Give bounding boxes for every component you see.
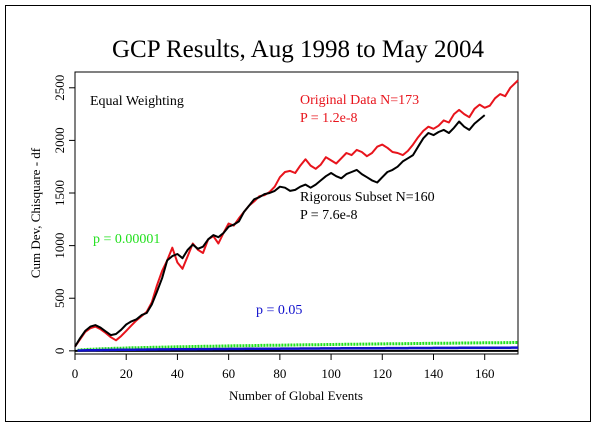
p-high-label: p = 0.00001: [93, 232, 160, 247]
plot-frame: [74, 71, 519, 355]
x-tick-label: 140: [424, 366, 444, 381]
y-tick-label: 0: [52, 348, 67, 355]
p-low-label: p = 0.05: [256, 303, 302, 318]
x-tick-label: 120: [373, 366, 393, 381]
series-subset-line: [74, 114, 486, 348]
probability-envelopes: [77, 341, 518, 352]
y-tick-label: 1500: [52, 180, 67, 206]
x-tick-label: 100: [321, 366, 341, 381]
figure-border: [5, 5, 591, 422]
equal-weighting-note: Equal Weighting: [90, 94, 184, 109]
y-axis-ticks: 0 500 1000 1500 2000 2500: [52, 75, 75, 354]
envelope-p-high: [77, 341, 518, 352]
x-tick-label: 80: [273, 366, 286, 381]
subset-label: Rigorous Subset N=160: [300, 190, 435, 205]
x-tick-label: 160: [475, 366, 495, 381]
y-tick-label: 500: [52, 288, 67, 308]
data-series: [74, 79, 519, 348]
y-tick-label: 1000: [52, 233, 67, 259]
y-tick-label: 2000: [52, 127, 67, 153]
x-tick-label: 0: [72, 366, 79, 381]
original-data-label: Original Data N=173: [300, 93, 419, 108]
y-axis-label: Cum Dev, Chisquare - df: [28, 147, 43, 278]
x-axis-label: Number of Global Events: [229, 388, 363, 403]
chart-title: GCP Results, Aug 1998 to May 2004: [112, 36, 485, 63]
y-tick-label: 2500: [52, 75, 67, 101]
subset-p: P = 7.6e-8: [300, 208, 358, 223]
x-axis-ticks: 0 20 40 60 80 100 120 140 160: [72, 354, 495, 381]
x-tick-label: 20: [120, 366, 133, 381]
x-tick-label: 60: [222, 366, 235, 381]
original-data-p: P = 1.2e-8: [300, 111, 358, 126]
envelope-p-low: [77, 346, 518, 352]
x-tick-label: 40: [171, 366, 184, 381]
